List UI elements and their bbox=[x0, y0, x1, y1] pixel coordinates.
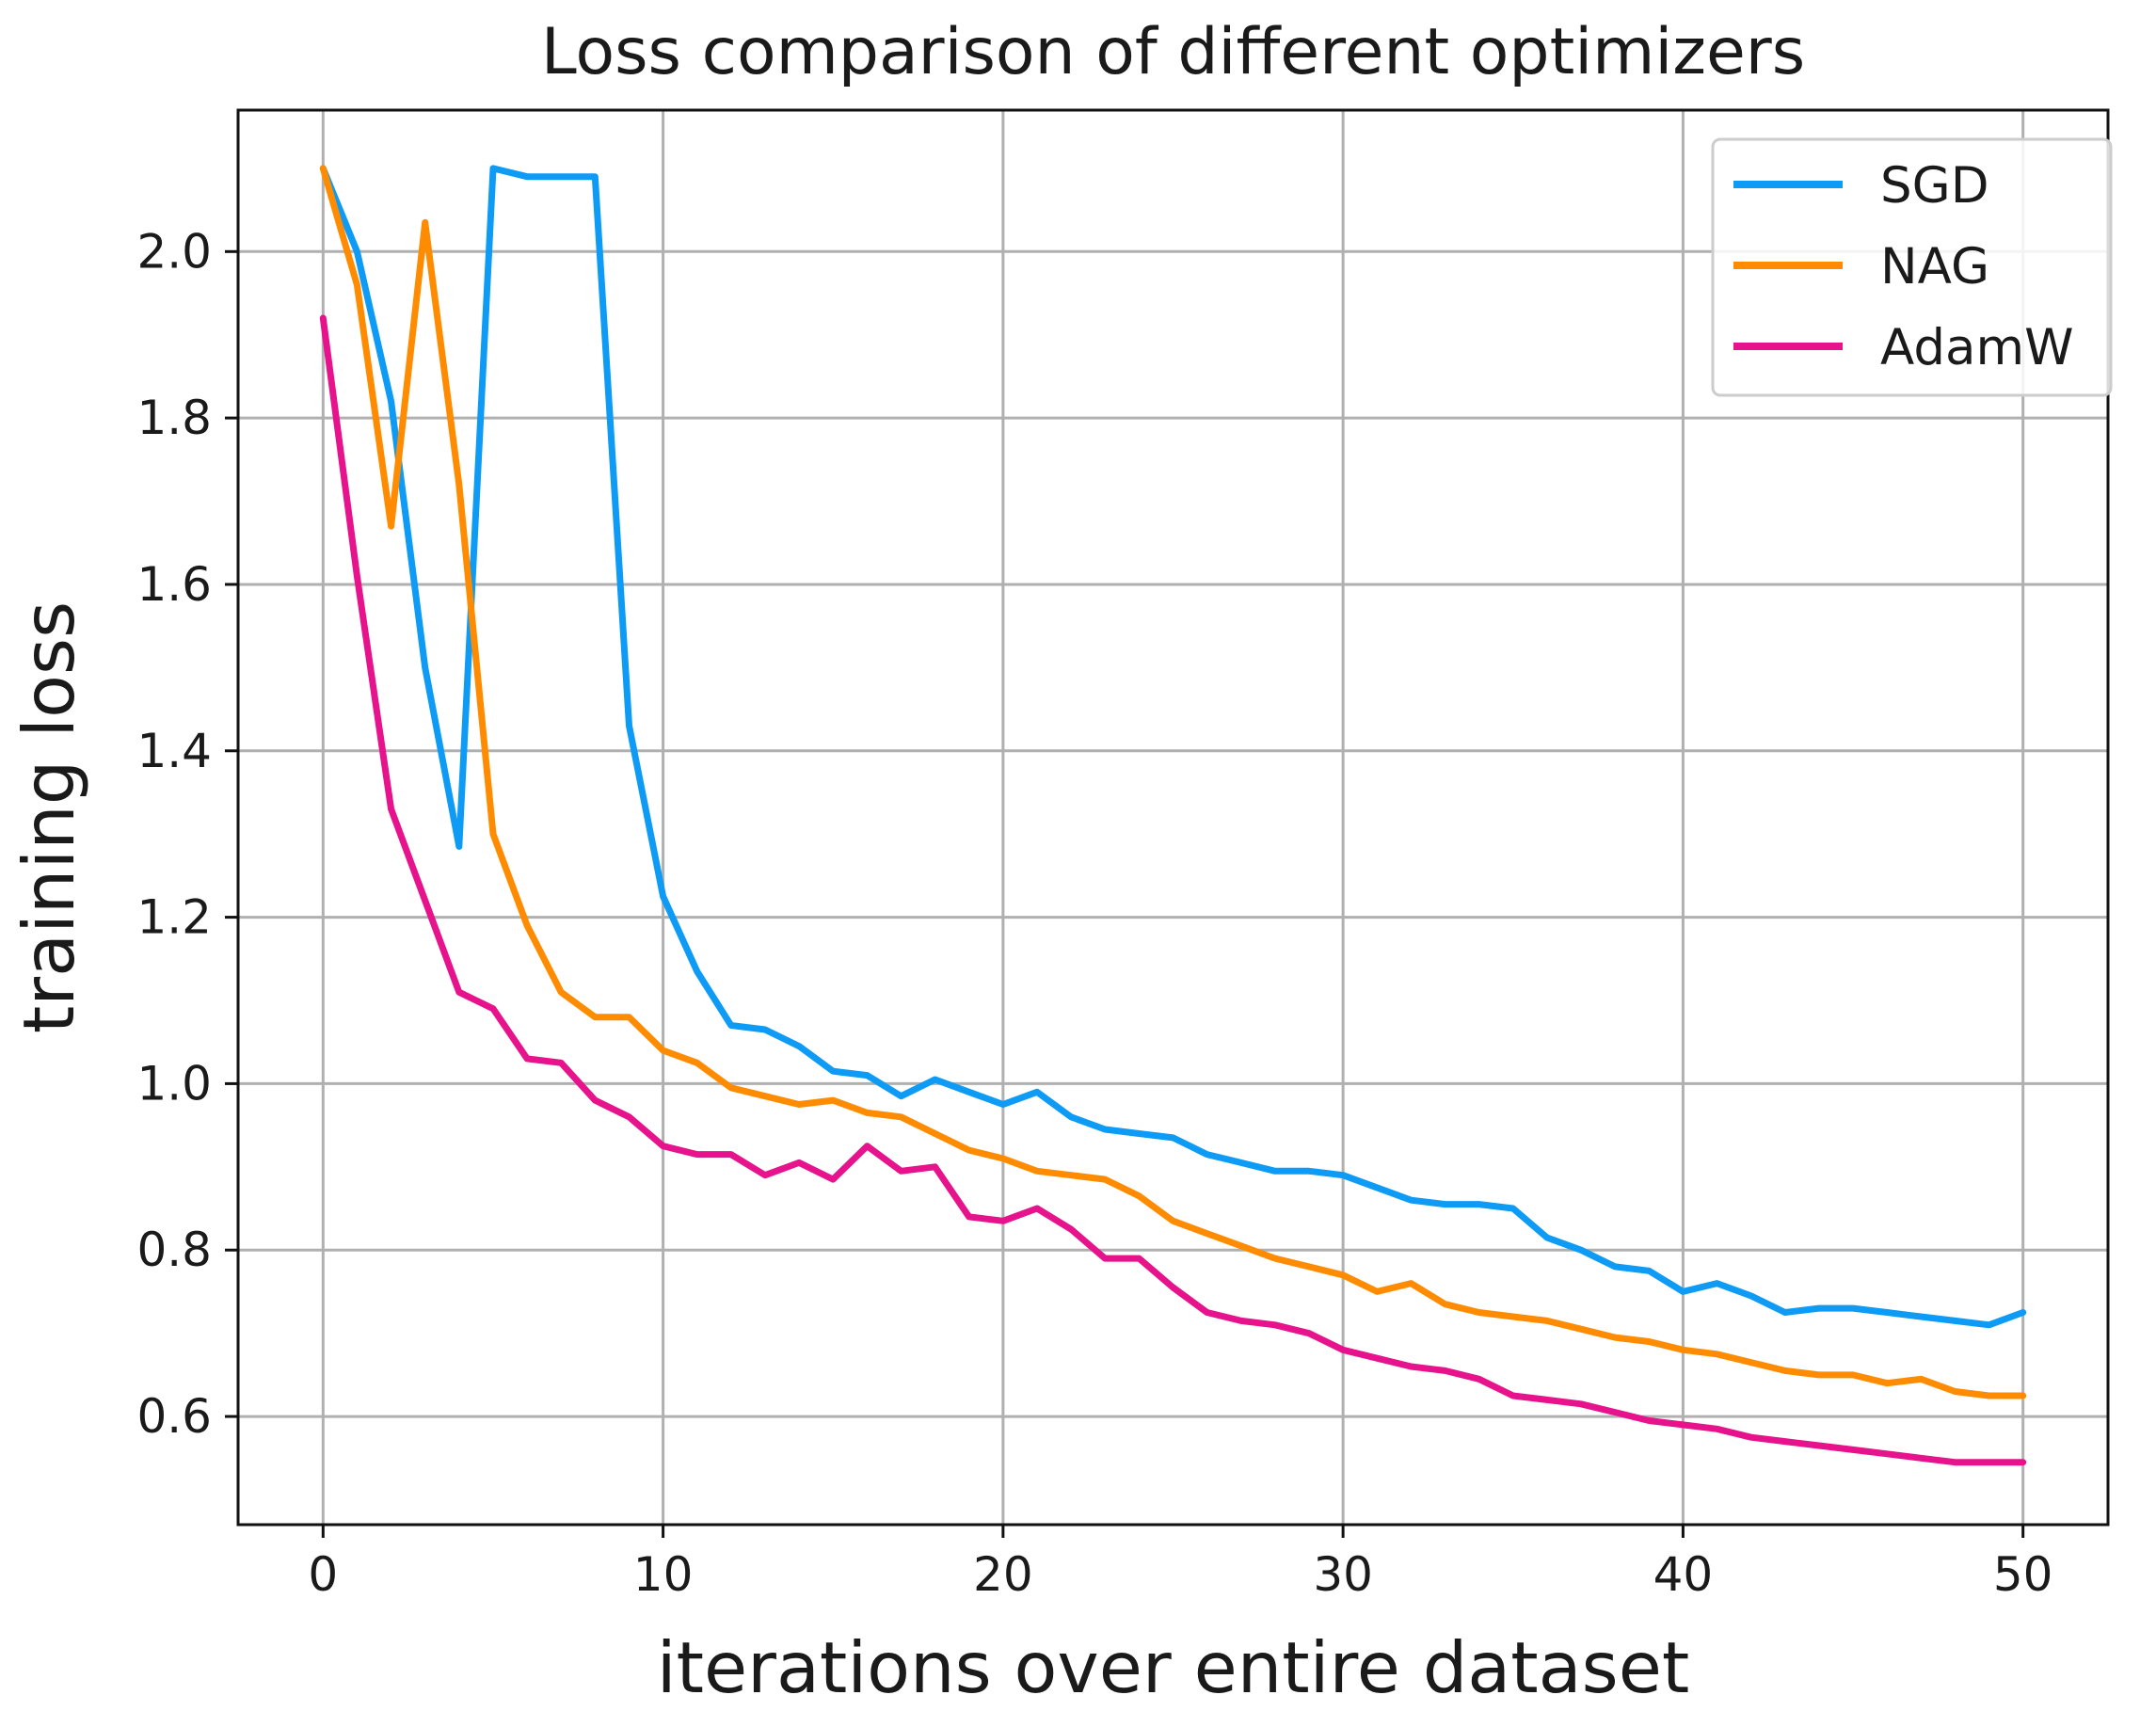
x-axis-label: iterations over entire dataset bbox=[657, 1626, 1690, 1709]
x-tick-label: 0 bbox=[308, 1547, 338, 1602]
legend: SGD NAG AdamW bbox=[1711, 137, 2113, 397]
y-tick-label: 0.6 bbox=[136, 1389, 212, 1444]
series-line-adamw bbox=[319, 314, 2027, 1466]
y-tick-label: 1.0 bbox=[136, 1056, 212, 1111]
axis-ticks: 0 10 20 30 40 50 0.6 0.8 1.0 1.2 1.4 1.6 1.8 2.0 bbox=[136, 224, 2052, 1602]
series-line-sgd bbox=[319, 165, 2027, 1329]
y-tick-label: 1.4 bbox=[136, 724, 212, 778]
x-tick-label: 20 bbox=[973, 1547, 1033, 1602]
plot-area-frame bbox=[236, 108, 2110, 1527]
x-tick-label: 40 bbox=[1653, 1547, 1714, 1602]
legend-label-sgd: SGD bbox=[1880, 157, 1989, 215]
y-axis-label: training loss bbox=[8, 601, 90, 1033]
y-tick-label: 1.8 bbox=[136, 391, 212, 445]
x-tick-label: 50 bbox=[1993, 1547, 2053, 1602]
y-tick-label: 2.0 bbox=[136, 224, 212, 279]
legend-label-adamw: AdamW bbox=[1880, 319, 2073, 376]
chart-title: Loss comparison of different optimizers bbox=[541, 15, 1805, 89]
legend-label-nag: NAG bbox=[1880, 238, 1989, 296]
y-tick-label: 0.8 bbox=[136, 1223, 212, 1277]
series-layer bbox=[319, 165, 2027, 1466]
x-tick-label: 30 bbox=[1313, 1547, 1373, 1602]
y-tick-label: 1.6 bbox=[136, 557, 212, 612]
series-line-nag bbox=[319, 165, 2027, 1399]
y-tick-label: 1.2 bbox=[136, 890, 212, 945]
x-tick-label: 10 bbox=[633, 1547, 694, 1602]
legend-box bbox=[1711, 137, 2113, 397]
